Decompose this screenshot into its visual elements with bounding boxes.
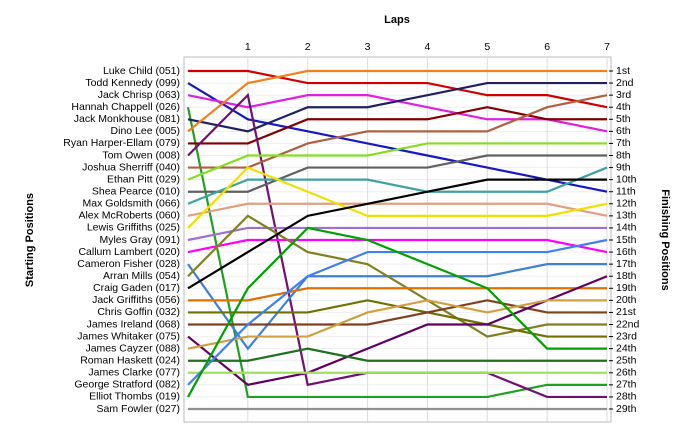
- finish-label: 5th: [616, 113, 631, 125]
- finish-label: 4th: [616, 101, 631, 113]
- start-label: Roman Haskett (024): [80, 354, 180, 366]
- start-label: Luke Child (051): [103, 65, 180, 77]
- driver-line: [186, 106, 607, 399]
- finish-label: 17th: [616, 258, 637, 270]
- start-label: Alex McRoberts (060): [78, 210, 180, 222]
- x-tick-label: 1: [245, 41, 251, 53]
- finish-label: 26th: [616, 367, 637, 379]
- finish-label: 15th: [616, 234, 637, 246]
- y2-axis-label: Finishing Positions: [659, 189, 671, 290]
- start-label: Shea Pearce (010): [92, 185, 180, 197]
- finish-label: 7th: [616, 137, 631, 149]
- finish-label: 24th: [616, 342, 637, 354]
- driver-line: [187, 69, 607, 133]
- driver-line: [188, 287, 607, 302]
- start-label: Myles Gray (091): [99, 234, 180, 246]
- start-label: Lewis Griffiths (025): [87, 222, 180, 234]
- finish-label: 6th: [616, 125, 631, 137]
- start-label: Joshua Sherriff (040): [82, 161, 180, 173]
- finish-label: 3rd: [616, 89, 631, 101]
- finish-label: 14th: [616, 222, 637, 234]
- driver-line: [187, 226, 607, 242]
- driver-line: [187, 226, 607, 398]
- start-label: Sam Fowler (027): [97, 403, 180, 415]
- x-tick-label: 3: [365, 41, 371, 53]
- finish-label: 20th: [616, 294, 637, 306]
- driver-line: [187, 202, 608, 217]
- finish-label: 18th: [616, 270, 637, 282]
- start-label: Cameron Fisher (028): [77, 258, 180, 270]
- start-label: Craig Gaden (017): [93, 282, 180, 294]
- finish-label: 29th: [616, 403, 637, 415]
- start-label: Elliot Thombs (019): [89, 391, 180, 403]
- start-label: Chris Goffin (032): [97, 306, 180, 318]
- driver-line: [188, 154, 607, 193]
- finish-label: 9th: [616, 161, 631, 173]
- driver-line: [188, 347, 607, 362]
- start-label: Hannah Chappell (026): [71, 101, 180, 113]
- finish-label: 22nd: [616, 318, 640, 330]
- driver-line: [187, 275, 608, 387]
- finish-label: 10th: [616, 173, 637, 185]
- start-label: Jack Chrisp (063): [98, 89, 180, 101]
- driver-line: [187, 166, 608, 205]
- start-label: James Ireland (068): [87, 318, 180, 330]
- chart-title: Laps: [384, 14, 410, 26]
- start-label: Callum Lambert (020): [78, 246, 180, 258]
- driver-line: [188, 299, 607, 326]
- start-label: Max Goldsmith (066): [83, 198, 180, 210]
- x-tick-label: 2: [305, 41, 311, 53]
- driver-line: [187, 81, 607, 133]
- start-label: Jack Griffiths (056): [92, 294, 180, 306]
- finish-label: 25th: [616, 354, 637, 366]
- finish-label: 12th: [616, 198, 637, 210]
- start-label: Ryan Harper-Ellam (079): [63, 137, 180, 149]
- start-label: Todd Kennedy (099): [85, 77, 180, 89]
- finish-label: 28th: [616, 391, 637, 403]
- start-label: James Cayzer (088): [85, 342, 180, 354]
- y-axis-label: Starting Positions: [24, 193, 36, 287]
- finish-label: 2nd: [616, 77, 634, 89]
- finish-label: 16th: [616, 246, 637, 258]
- finish-label: 27th: [616, 379, 637, 391]
- finish-label: 23rd: [616, 330, 637, 342]
- x-tick-label: 7: [604, 41, 610, 53]
- start-label: Tom Owen (008): [102, 149, 180, 161]
- start-label: James Clarke (077): [88, 367, 180, 379]
- driver-line: [187, 238, 608, 254]
- driver-line: [187, 299, 607, 350]
- finish-label: 11th: [616, 185, 636, 197]
- start-label: Dino Lee (005): [111, 125, 180, 137]
- x-tick-label: 5: [484, 41, 490, 53]
- driver-line: [188, 94, 608, 169]
- finish-label: 21st: [616, 306, 636, 318]
- start-label: Ethan Pitt (029): [107, 173, 180, 185]
- driver-line: [187, 214, 607, 338]
- driver-line: [187, 142, 607, 181]
- finish-label: 13th: [616, 210, 637, 222]
- start-label: Jack Monkhouse (081): [74, 113, 180, 125]
- finish-label: 19th: [616, 282, 637, 294]
- driver-line: [187, 166, 608, 229]
- finish-label: 1st: [616, 65, 630, 77]
- start-label: James Whitaker (075): [77, 330, 180, 342]
- x-tick-label: 6: [544, 41, 550, 53]
- driver-line: [187, 178, 607, 290]
- driver-line: [188, 69, 608, 109]
- finish-label: 8th: [616, 149, 631, 161]
- start-label: George Stratford (082): [74, 379, 180, 391]
- x-tick-label: 4: [425, 41, 431, 53]
- start-label: Arran Mills (054): [103, 270, 180, 282]
